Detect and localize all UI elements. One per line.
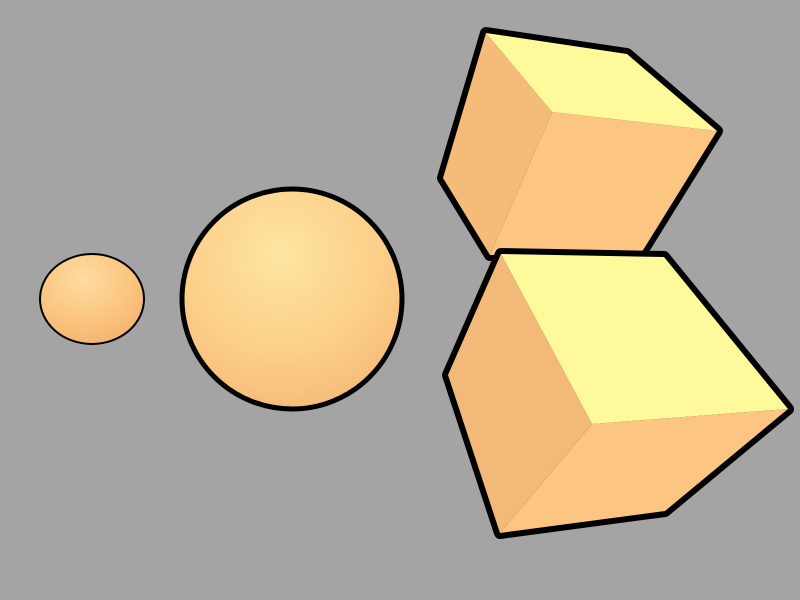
lower-cube-top-face <box>501 254 788 424</box>
upper-cube-left-face <box>443 33 552 255</box>
lower-cube-left-face <box>448 254 592 533</box>
large-sphere <box>179 186 405 412</box>
small-sphere-body <box>39 253 145 345</box>
small-sphere <box>39 253 145 345</box>
upper-cube-right-face <box>490 112 717 255</box>
upper-cube-top-face <box>486 33 717 131</box>
lower-cube <box>442 248 794 539</box>
large-sphere-body <box>179 186 405 412</box>
lower-cube-right-face <box>500 409 788 533</box>
